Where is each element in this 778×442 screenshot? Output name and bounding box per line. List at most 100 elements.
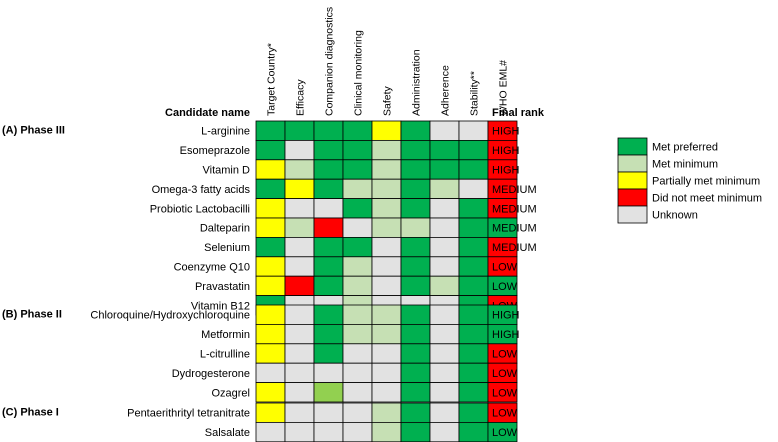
heatmap-cell <box>313 159 344 180</box>
heatmap-cell <box>371 139 402 161</box>
heatmap-cell <box>313 304 344 325</box>
candidate-name: Ozagrel <box>211 387 250 399</box>
candidate-name: Pravastatin <box>195 281 250 293</box>
final-rank: LOW <box>492 368 518 380</box>
heatmap-cell <box>255 159 286 180</box>
heatmap-cell <box>342 323 373 345</box>
heatmap-cell <box>313 362 344 384</box>
heatmap-cell <box>342 198 373 219</box>
heatmap-cell <box>313 120 344 141</box>
heatmap-cell <box>371 120 402 141</box>
heatmap-cell <box>371 343 402 364</box>
candidate-name: Coenzyme Q10 <box>174 262 250 274</box>
heatmap-cell <box>400 256 431 277</box>
heatmap-cell <box>429 304 460 325</box>
heatmap-cell <box>284 304 315 325</box>
legend-swatch <box>617 171 648 190</box>
final-rank: LOW <box>492 262 518 274</box>
heatmap-cell <box>429 236 460 258</box>
heatmap-cell <box>400 304 431 325</box>
heatmap-cell <box>371 178 402 199</box>
heatmap-cell <box>371 323 402 345</box>
heatmap-cell <box>400 323 431 345</box>
candidate-name: Vitamin B12 <box>191 300 250 312</box>
candidate-name: Chloroquine/Hydroxychloroquine <box>90 310 250 322</box>
heatmap-cell <box>342 382 373 403</box>
heatmap-cell <box>371 421 402 442</box>
candidate-name: Salsalate <box>205 427 250 439</box>
final-rank: LOW <box>492 387 518 399</box>
legend-label: Met minimum <box>652 159 718 171</box>
heatmap-cell <box>371 382 402 403</box>
heatmap-cell <box>371 304 402 325</box>
heatmap-cell <box>458 323 489 345</box>
heatmap-cell <box>342 343 373 364</box>
heatmap-cell <box>255 139 286 161</box>
heatmap-cell <box>458 402 489 423</box>
heatmap-cell <box>284 217 315 238</box>
heatmap-cell <box>400 139 431 161</box>
legend-label: Met preferred <box>652 142 718 154</box>
heatmap-cell <box>342 178 373 199</box>
group-label: (C) Phase I <box>2 407 59 419</box>
heatmap-cell <box>400 343 431 364</box>
final-rank: HIGH <box>492 145 520 157</box>
final-rank: HIGH <box>492 310 520 322</box>
column-header: WHO EML# <box>498 60 510 116</box>
heatmap-cell <box>429 323 460 345</box>
heatmap-cell <box>255 421 286 442</box>
heatmap-cell <box>342 402 373 423</box>
heatmap-cell <box>429 382 460 403</box>
heatmap-cell <box>458 178 489 199</box>
heatmap-cell <box>400 382 431 403</box>
heatmap-cell <box>371 275 402 297</box>
heatmap-cell <box>284 382 315 403</box>
legend-swatch <box>617 137 648 156</box>
heatmap-cell <box>429 256 460 277</box>
heatmap-cell <box>255 256 286 277</box>
candidate-name: Esomeprazole <box>180 145 250 157</box>
heatmap-cell <box>313 198 344 219</box>
heatmap-cell <box>429 198 460 219</box>
candidate-name-header: Candidate name <box>165 107 250 119</box>
heatmap-cell <box>313 343 344 364</box>
final-rank: MEDIUM <box>492 242 537 254</box>
final-rank: HIGH <box>492 329 520 341</box>
final-rank: LOW <box>492 408 518 420</box>
heatmap-cell <box>458 159 489 180</box>
candidate-name: Dalteparin <box>200 223 250 235</box>
heatmap-cell <box>429 217 460 238</box>
legend-swatch <box>617 205 648 224</box>
heatmap-cell <box>313 421 344 442</box>
heatmap-cell <box>371 236 402 258</box>
candidate-name: Selenium <box>204 242 250 254</box>
heatmap-cell <box>458 217 489 238</box>
heatmap-cell <box>400 198 431 219</box>
heatmap-cell <box>429 343 460 364</box>
final-rank: HIGH <box>492 126 520 138</box>
column-header: Safety <box>382 85 394 116</box>
heatmap-cell <box>255 217 286 238</box>
heatmap-cell <box>458 198 489 219</box>
heatmap-cell <box>313 178 344 199</box>
heatmap-cell <box>313 256 344 277</box>
candidate-name: L-arginine <box>201 126 250 138</box>
heatmap-cell <box>458 236 489 258</box>
heatmap-cell <box>400 159 431 180</box>
final-rank-header: Final rank <box>492 107 545 119</box>
heatmap-cell <box>429 275 460 297</box>
heatmap-cell <box>458 343 489 364</box>
heatmap-cell <box>458 382 489 403</box>
heatmap-cell <box>284 178 315 199</box>
final-rank: HIGH <box>492 165 520 177</box>
heatmap-cell <box>284 198 315 219</box>
heatmap-cell <box>284 323 315 345</box>
heatmap-cell <box>400 236 431 258</box>
heatmap-cell <box>458 139 489 161</box>
heatmap-cell <box>284 256 315 277</box>
heatmap-cell <box>255 382 286 403</box>
group-label: (B) Phase II <box>2 309 62 321</box>
candidate-name: Pentaerithrityl tetranitrate <box>127 408 250 420</box>
heatmap-cell <box>255 275 286 297</box>
